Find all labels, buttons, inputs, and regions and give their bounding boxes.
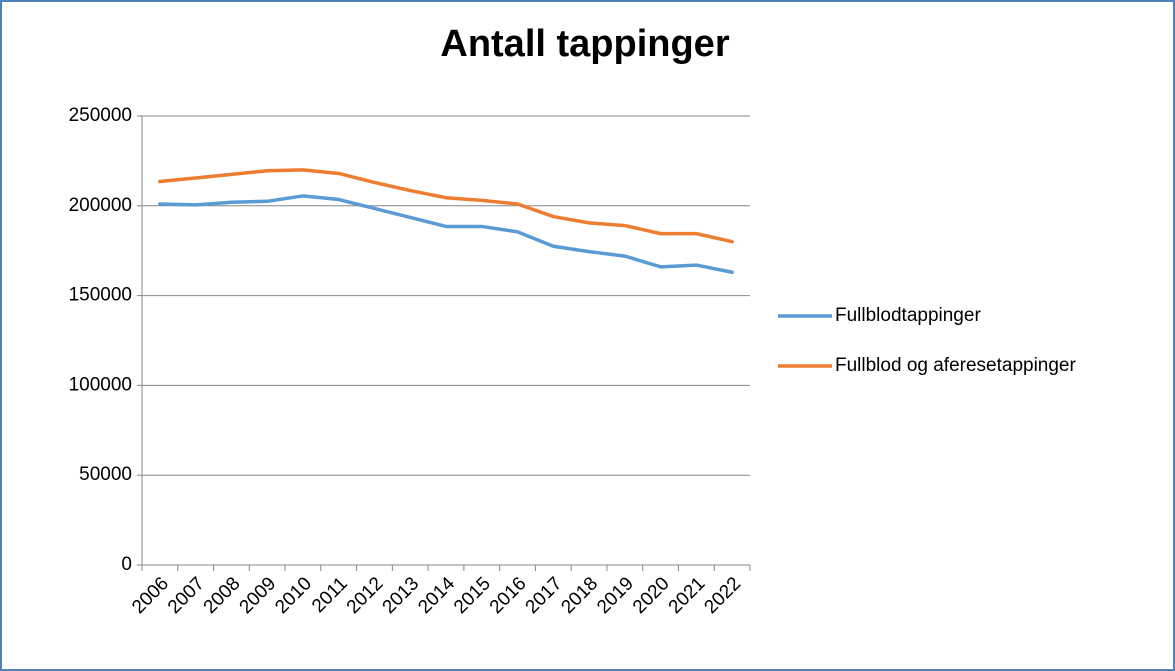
y-tick-label: 0 [121,554,132,575]
y-tick-label: 50000 [79,464,132,485]
y-tick-label: 250000 [69,105,132,126]
y-tick-label: 150000 [69,285,132,306]
series-line [158,168,734,244]
legend-label: Fullblodtappinger [835,305,981,326]
y-tick-label: 200000 [69,195,132,216]
y-tick-label: 100000 [69,374,132,395]
series-line [158,194,734,274]
chart-title: Antall tappinger [440,23,729,65]
legend-label: Fullblod og aferesetappinger [835,355,1077,376]
